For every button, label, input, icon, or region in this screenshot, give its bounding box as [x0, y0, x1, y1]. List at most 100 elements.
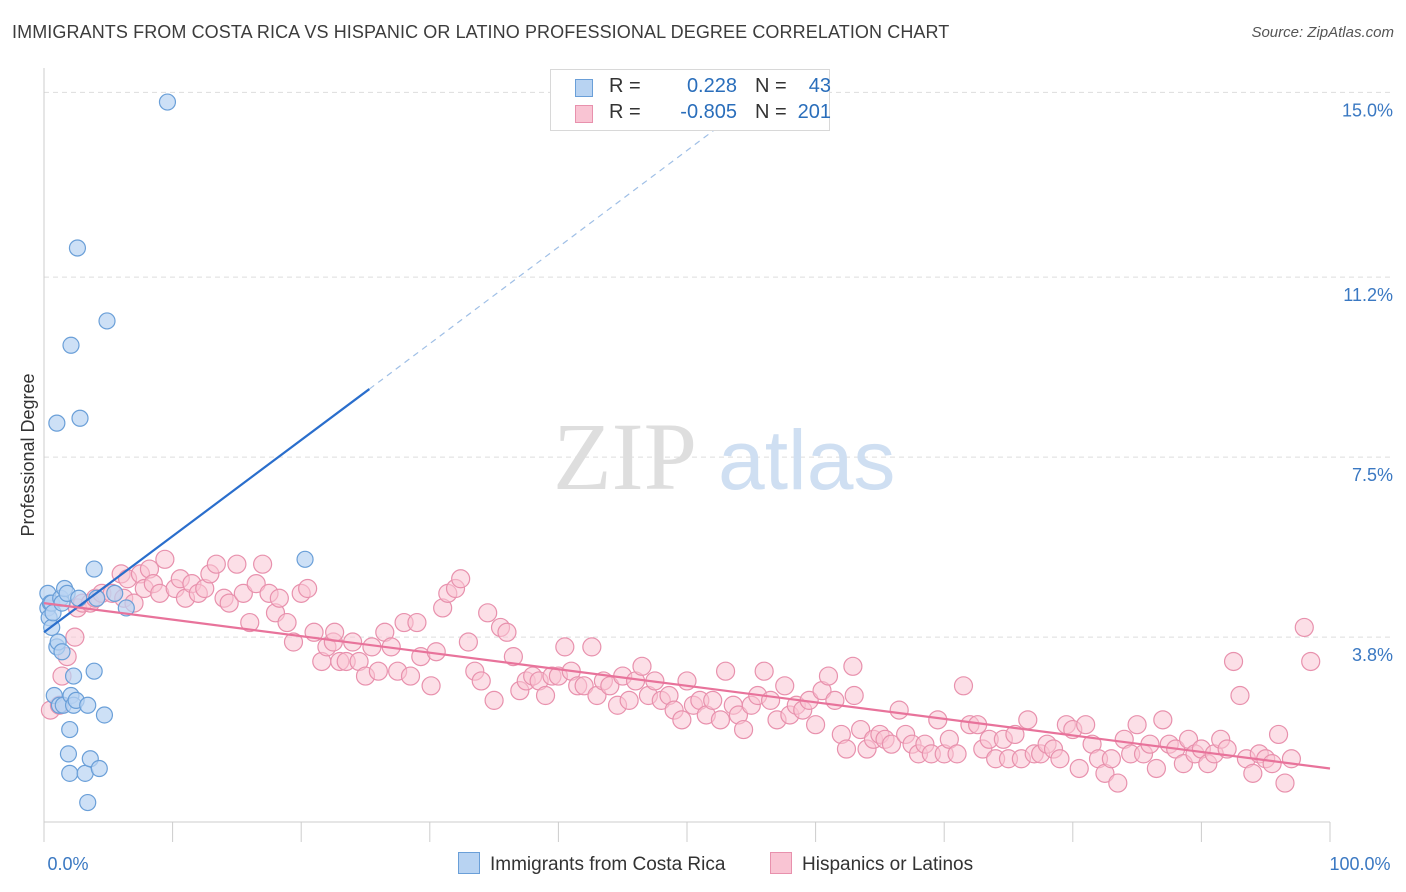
hispanic-point	[240, 612, 260, 633]
hispanic-point	[851, 719, 871, 740]
costa-rica-point	[90, 759, 108, 778]
hispanic-point	[1217, 739, 1237, 759]
hispanic-point	[503, 647, 523, 667]
costa-rica-point	[48, 414, 66, 432]
hispanic-point	[775, 676, 795, 696]
costa-rica-point	[53, 643, 71, 661]
hispanic-point	[298, 578, 318, 599]
costa-rica-point	[158, 93, 177, 111]
legend-swatch-pink	[575, 105, 593, 123]
costa-rica-point	[71, 409, 89, 427]
hispanic-point	[843, 656, 863, 676]
hispanic-point	[1108, 773, 1128, 793]
legend-r-value: -0.805	[680, 101, 737, 123]
costa-rica-point	[95, 706, 114, 724]
hispanic-point	[582, 637, 602, 657]
hispanic-point	[219, 593, 239, 613]
x-tick-label: 0.0%	[47, 854, 88, 874]
hispanic-point	[1146, 758, 1166, 779]
y-tick-label: 7.5%	[1352, 465, 1393, 485]
y-tick-label: 15.0%	[1342, 100, 1393, 120]
hispanic-point	[497, 622, 517, 642]
hispanic-point	[947, 744, 967, 764]
hispanic-point	[1262, 754, 1282, 774]
hispanic-point	[1275, 773, 1295, 793]
hispanic-point	[1223, 651, 1244, 672]
trend-lines	[43, 121, 1331, 770]
hispanic-trend-line	[43, 602, 1331, 770]
costa-rica-point	[61, 764, 79, 782]
hispanic-point	[458, 632, 478, 652]
hispanic-point	[1005, 724, 1025, 745]
y-tick-label: 11.2%	[1343, 285, 1393, 305]
hispanic-point	[227, 554, 247, 574]
hispanic-point	[805, 715, 826, 735]
hispanic-point	[269, 588, 289, 608]
grid-lines	[44, 91, 1392, 638]
hispanic-point	[421, 676, 441, 696]
hispanic-point	[535, 685, 556, 706]
hispanic-point	[471, 671, 491, 691]
legend-swatch-blue	[575, 79, 593, 97]
axes	[43, 68, 1331, 842]
hispanic-point	[836, 739, 857, 759]
y-axis-label: Professional Degree	[18, 373, 38, 536]
tick-labels: 3.8% 7.5% 11.2% 15.0% 0.0% 100.0%	[47, 100, 1393, 874]
costa-rica-point	[61, 720, 79, 739]
bottom-legend-costa-rica: Immigrants from Costa Rica	[458, 852, 725, 876]
x-tick-label: 100.0%	[1329, 854, 1390, 874]
costa-rica-point	[64, 667, 83, 685]
hispanic-point	[407, 612, 427, 633]
hispanic-point	[881, 734, 902, 754]
costa-rica-point	[79, 793, 97, 812]
hispanic-point	[1294, 617, 1314, 638]
costa-rica-point	[68, 239, 87, 257]
hispanic-point	[1127, 715, 1147, 735]
stats-legend: R = 0.228 N = 43 R = -0.805 N = 201	[550, 69, 831, 131]
hispanic-point	[574, 676, 594, 696]
hispanic-point	[484, 690, 504, 710]
hispanic-point	[253, 554, 273, 574]
hispanic-point	[206, 554, 226, 574]
hispanic-point	[672, 710, 692, 730]
hispanic-point	[710, 710, 731, 730]
hispanic-point	[754, 661, 774, 681]
costa-rica-point	[296, 550, 314, 568]
hispanic-point	[1153, 710, 1173, 730]
hispanic-point	[555, 637, 575, 657]
hispanic-point	[818, 666, 839, 686]
y-tick-label: 3.8%	[1352, 645, 1393, 665]
hispanic-point	[953, 676, 974, 696]
watermark-atlas: atlas	[718, 413, 895, 507]
hispanic-point	[246, 574, 266, 594]
hispanic-point	[889, 700, 909, 720]
costa-rica-point	[62, 336, 80, 354]
hispanic-point	[619, 690, 639, 710]
costa-rica-trend-extension	[368, 121, 726, 390]
costa-rica-points	[39, 93, 314, 812]
legend-n-label: N =	[755, 101, 787, 123]
hispanic-point	[1268, 724, 1289, 745]
chart-title: IMMIGRANTS FROM COSTA RICA VS HISPANIC O…	[12, 22, 950, 42]
hispanic-point	[632, 656, 652, 676]
legend-n-value: 201	[797, 101, 831, 123]
costa-rica-point	[59, 745, 78, 763]
hispanic-point	[400, 666, 421, 686]
hispanic-point	[283, 632, 304, 652]
costa-rica-point	[117, 599, 135, 617]
hispanic-point	[1076, 715, 1096, 735]
costa-rica-trend-line	[43, 388, 371, 634]
costa-rica-point	[70, 589, 88, 607]
hispanic-point	[1050, 749, 1070, 769]
hispanic-point	[368, 661, 388, 681]
hispanic-point	[703, 690, 723, 710]
costa-rica-point	[85, 560, 103, 578]
bottom-legend-label-a: Immigrants from Costa Rica	[490, 854, 726, 875]
hispanic-point	[1301, 651, 1321, 672]
bottom-legend-swatch-pink	[770, 852, 792, 874]
watermark: ZIP atlas	[553, 403, 895, 510]
legend-n-label: N =	[755, 75, 787, 97]
costa-rica-point	[98, 312, 116, 330]
hispanic-point	[277, 612, 297, 633]
